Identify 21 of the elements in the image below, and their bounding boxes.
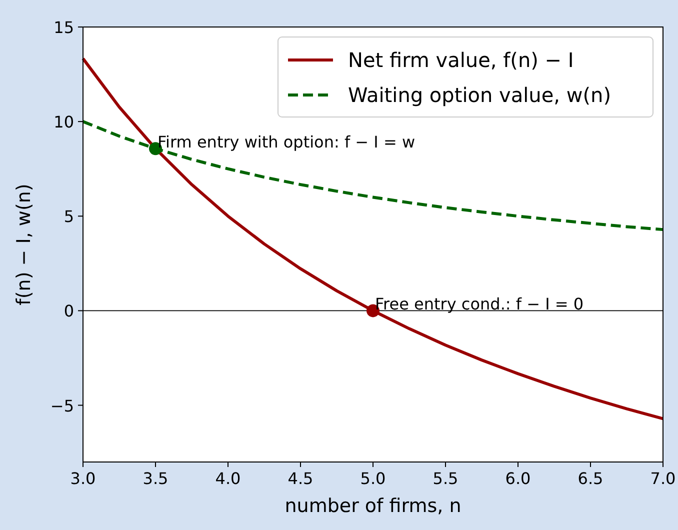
x-tick-label: 4.0 [215,469,241,488]
line-series [82,120,664,232]
y-tick-label: 15 [54,18,74,37]
x-tick-label: 7.0 [650,469,676,488]
x-tick-label: 5.5 [432,469,458,488]
y-tick-label: −5 [50,396,74,416]
x-tick-label: 3.5 [142,469,168,488]
y-tick-label: 10 [54,112,74,132]
y-axis-title: f(n) − I, w(n) [13,184,35,306]
x-tick-label: 6.0 [505,469,531,488]
x-tick-label: 4.5 [288,469,314,488]
x-axis-title: number of firms, n [284,495,462,517]
annotation: Firm entry with option: f − I = w [158,132,416,152]
x-tick-label: 6.5 [578,469,604,488]
legend-label: Waiting option value, w(n) [348,83,612,107]
legend-label: Net firm value, f(n) − I [348,48,574,72]
annotation: Free entry cond.: f − I = 0 [375,294,584,314]
x-tick-label: 3.0 [70,469,96,488]
y-tick-label: 5 [64,207,74,226]
y-tick-label: 0 [64,302,74,321]
x-tick-label: 5.0 [360,469,386,488]
